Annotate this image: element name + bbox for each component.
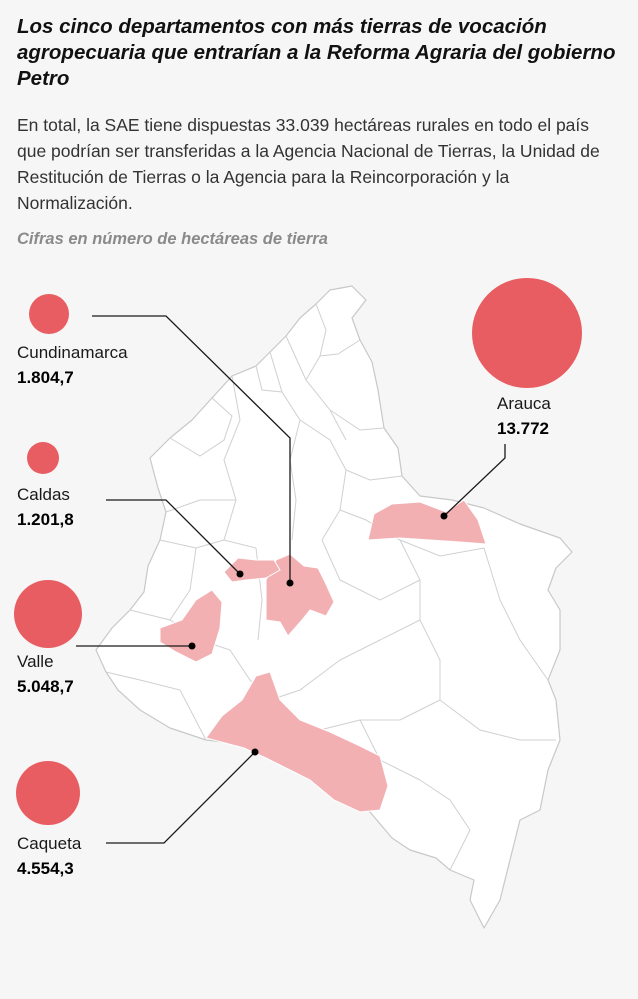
value-caqueta: 4.554,3 (17, 859, 74, 878)
highlighted-departments (159, 499, 487, 813)
leader-caqueta (106, 751, 256, 844)
bubble-cundinamarca (29, 294, 69, 334)
bubble-caqueta (16, 761, 80, 825)
label-valle: Valle (17, 652, 54, 671)
region-caqueta (205, 671, 389, 813)
dot-caldas (236, 570, 244, 578)
chart-title: Los cinco departamentos con más tierras … (17, 15, 616, 90)
units-note: Cifras en número de hectáreas de tierra (17, 230, 328, 248)
dot-valle (188, 642, 196, 650)
value-caldas: 1.201,8 (17, 510, 74, 529)
label-cundinamarca: Cundinamarca (17, 343, 128, 362)
region-cundinamarca (265, 553, 335, 637)
leader-caldas (106, 499, 241, 575)
label-caqueta: Caqueta (17, 834, 82, 853)
dot-cundinamarca (286, 579, 294, 587)
colombia-outline (95, 285, 573, 929)
dot-caqueta (251, 748, 259, 756)
leader-dots (188, 512, 448, 756)
chart-subtitle: En total, la SAE tiene dispuestas 33.039… (17, 115, 600, 213)
value-cundinamarca: 1.804,7 (17, 368, 74, 387)
value-arauca: 13.772 (497, 419, 549, 438)
region-arauca (367, 499, 487, 545)
label-caldas: Caldas (17, 485, 70, 504)
bubble-valle (14, 580, 82, 648)
value-valle: 5.048,7 (17, 677, 74, 696)
dot-arauca (440, 512, 448, 520)
leader-cundinamarca (92, 315, 291, 582)
leader-lines (76, 315, 506, 844)
bubble-caldas (27, 442, 59, 474)
label-arauca: Arauca (497, 394, 551, 413)
leader-arauca (443, 444, 506, 517)
bubble-arauca (472, 278, 582, 388)
region-valle (159, 589, 223, 663)
